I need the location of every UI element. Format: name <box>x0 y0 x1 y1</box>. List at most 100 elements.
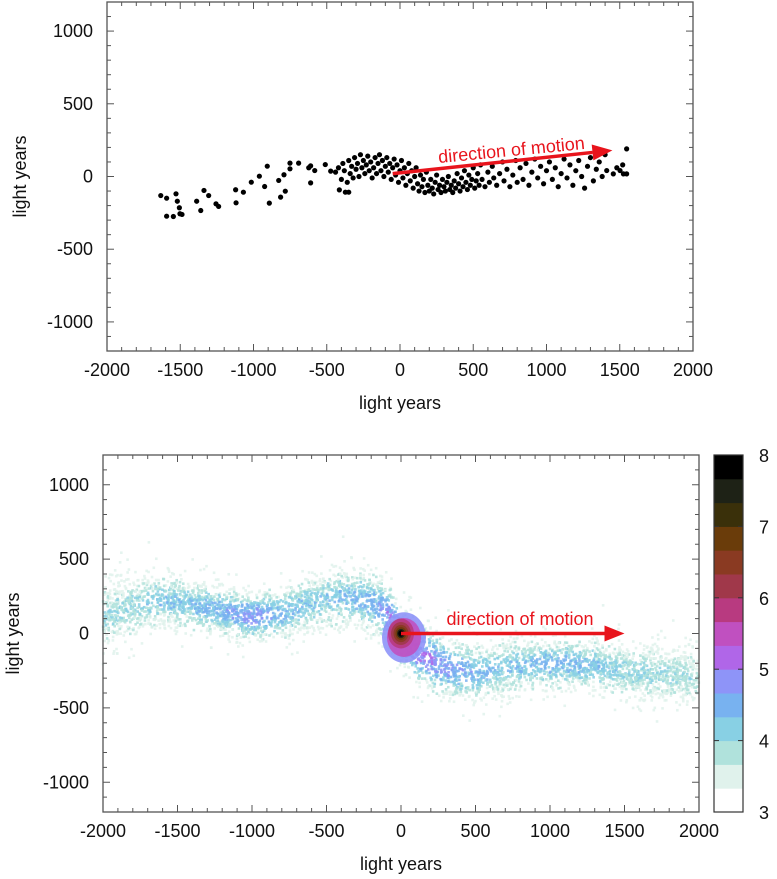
density-cell <box>338 631 342 634</box>
density-cell <box>143 610 146 613</box>
density-cell <box>220 600 224 604</box>
density-cell <box>637 686 641 689</box>
density-cell <box>614 673 617 677</box>
density-cell <box>320 620 324 624</box>
density-cell <box>465 679 468 682</box>
density-cell <box>475 694 478 697</box>
density-cell <box>432 652 436 655</box>
density-cell <box>560 651 563 655</box>
density-cell <box>356 596 359 599</box>
density-cell <box>353 640 356 643</box>
density-cell <box>292 623 296 626</box>
density-cell <box>522 672 526 676</box>
density-cell <box>423 654 426 658</box>
density-cell <box>683 679 686 682</box>
density-cell <box>688 676 691 679</box>
density-cell <box>376 627 379 631</box>
density-cell <box>478 688 481 691</box>
density-cell <box>407 598 411 602</box>
density-cell <box>523 671 526 674</box>
density-cell <box>223 605 227 609</box>
density-cell <box>457 675 460 679</box>
density-cell <box>472 703 476 707</box>
density-cell <box>492 687 495 691</box>
density-cell <box>669 668 673 671</box>
density-cell <box>134 632 138 636</box>
density-cell <box>528 676 532 680</box>
density-cell <box>183 607 186 611</box>
scatter-point <box>400 175 406 181</box>
density-cell <box>454 683 458 687</box>
density-cell <box>465 647 469 651</box>
density-cell <box>454 646 458 650</box>
density-cell <box>496 673 499 677</box>
density-cell <box>105 633 108 637</box>
density-cell <box>669 684 673 688</box>
density-cell <box>162 577 166 581</box>
density-cell <box>256 603 259 607</box>
density-cell <box>270 602 273 606</box>
density-cell <box>657 647 660 651</box>
density-cell <box>656 637 660 641</box>
density-cell <box>519 670 523 673</box>
density-cell <box>227 630 231 633</box>
scatter-point <box>535 175 541 181</box>
density-cell <box>289 602 292 606</box>
density-cell <box>103 630 107 633</box>
density-cell <box>241 655 245 659</box>
density-cell <box>245 602 249 606</box>
density-cell <box>621 667 625 671</box>
density-cell <box>632 652 635 655</box>
density-cell <box>505 643 509 646</box>
density-cell <box>344 597 348 601</box>
density-cell <box>281 629 285 632</box>
density-cell <box>375 630 379 634</box>
density-cell <box>651 661 655 665</box>
density-cell <box>681 696 685 699</box>
density-cell <box>547 657 551 661</box>
density-cell <box>146 598 150 602</box>
density-cell <box>466 666 470 669</box>
density-cell <box>683 651 687 654</box>
density-cell <box>635 675 639 678</box>
density-cell <box>608 669 612 673</box>
density-cell <box>225 625 229 629</box>
density-cell <box>191 591 195 595</box>
density-cell <box>333 581 337 584</box>
density-cell <box>572 674 576 677</box>
density-cell <box>220 604 224 608</box>
density-cell <box>240 622 244 626</box>
density-cell <box>216 599 220 602</box>
density-cell <box>301 569 304 573</box>
density-cell <box>610 661 613 665</box>
density-cell <box>344 594 347 598</box>
density-cell <box>132 626 135 630</box>
density-cell <box>409 661 413 664</box>
density-cell <box>390 608 394 612</box>
density-cell <box>180 624 184 627</box>
density-cell <box>446 663 450 666</box>
density-cell <box>399 605 403 609</box>
scatter-point <box>587 154 594 161</box>
density-cell <box>545 683 548 687</box>
density-cell <box>643 669 647 672</box>
density-cell <box>601 646 605 649</box>
density-cell <box>458 694 461 697</box>
density-cell <box>170 582 173 585</box>
density-cell <box>561 648 565 651</box>
density-cell <box>348 616 352 620</box>
density-cell <box>123 619 127 622</box>
density-cell <box>521 652 524 656</box>
density-cell <box>543 664 547 668</box>
density-cell <box>445 690 448 694</box>
density-cell <box>554 668 557 672</box>
density-cell <box>375 623 379 626</box>
density-cell <box>276 623 280 627</box>
density-cell <box>349 611 352 614</box>
density-cell <box>599 654 603 658</box>
density-cell <box>167 624 171 628</box>
density-cell <box>343 620 347 623</box>
density-cell <box>544 663 547 666</box>
density-cell <box>372 611 375 615</box>
density-cell <box>237 622 240 626</box>
